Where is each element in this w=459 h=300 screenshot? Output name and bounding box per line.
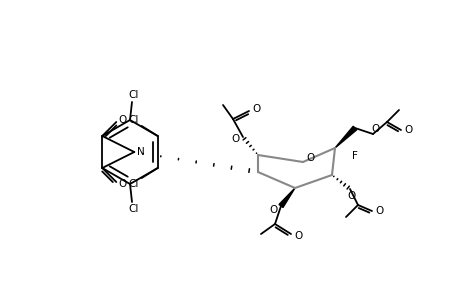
Text: Cl: Cl: [128, 179, 139, 189]
Text: O: O: [118, 179, 126, 189]
Text: N: N: [137, 147, 145, 157]
Text: F: F: [351, 151, 357, 161]
Text: O: O: [371, 124, 379, 134]
Text: Cl: Cl: [129, 204, 139, 214]
Text: O: O: [231, 134, 240, 144]
Text: O: O: [269, 205, 278, 215]
Polygon shape: [279, 188, 294, 208]
Polygon shape: [334, 126, 356, 148]
Text: O: O: [252, 104, 261, 114]
Text: Cl: Cl: [129, 90, 139, 100]
Text: O: O: [347, 191, 355, 201]
Text: O: O: [404, 125, 412, 135]
Text: O: O: [306, 153, 314, 163]
Text: Cl: Cl: [128, 115, 139, 125]
Text: O: O: [118, 115, 126, 125]
Text: O: O: [294, 231, 302, 241]
Text: O: O: [375, 206, 383, 216]
